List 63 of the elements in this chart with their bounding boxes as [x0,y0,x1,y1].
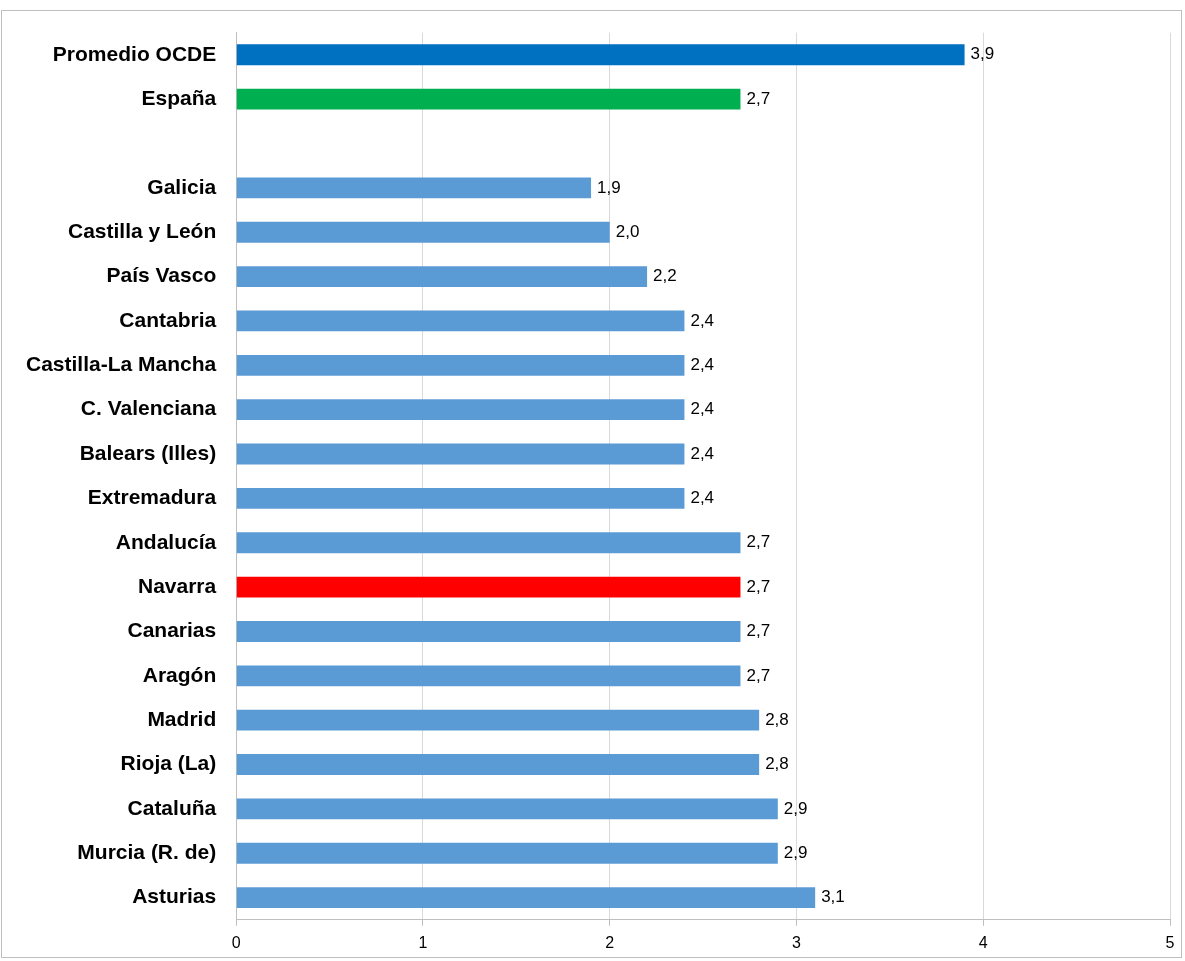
y-tick-label: Extremadura [87,485,217,509]
bar [236,88,741,110]
bar [236,576,741,598]
data-label: 3,9 [970,44,995,64]
data-label: 2,7 [746,532,771,552]
bar [236,887,816,909]
data-label: 2,7 [746,665,771,685]
y-tick-label: Castilla-La Mancha [25,352,217,376]
data-label: 2,0 [615,221,640,241]
y-tick-label: Madrid [147,706,217,730]
data-label: 2,4 [690,399,715,419]
bar [236,44,965,66]
y-tick-label: Cataluña [127,795,217,819]
data-label: 2,8 [765,709,789,729]
bar [236,266,648,288]
bar [236,754,760,775]
bar [236,399,685,421]
bar [236,221,610,243]
bar [236,532,741,554]
y-tick-label: Canarias [127,618,217,642]
x-tick-label: 4 [978,933,988,951]
y-tick-label: Cantabria [119,307,217,331]
y-tick-label: Castilla y León [68,219,217,243]
y-tick-label: Aragón [142,662,217,686]
y-tick-label: Promedio OCDE [52,41,217,65]
data-label: 2,7 [746,88,771,108]
bar [236,842,778,864]
y-tick-label: País Vasco [106,263,217,287]
data-label: 2,9 [783,842,808,862]
data-label: 2,8 [765,754,789,774]
data-label: 2,4 [690,310,715,330]
data-label: 2,4 [690,354,715,374]
x-tick-label: 1 [418,933,428,951]
y-tick-label: Galicia [147,174,217,198]
bar [236,443,685,465]
bar [236,621,741,642]
y-tick-label: C. Valenciana [80,396,217,420]
bar [236,709,760,731]
bar [236,487,685,509]
data-label: 3,1 [821,887,845,907]
data-label: 2,7 [746,576,771,596]
x-tick-label: 3 [792,933,802,951]
data-label: 2,9 [783,798,808,818]
data-label: 2,7 [746,621,771,641]
data-label: 1,9 [597,177,621,197]
x-tick-label: 5 [1165,933,1175,951]
x-tick-label: 2 [605,933,615,951]
y-tick-label: Asturias [132,884,217,908]
bar [236,177,592,199]
y-tick-label: Rioja (La) [120,751,217,775]
y-tick-label: Navarra [137,573,217,597]
bar [236,354,685,376]
y-tick-label: España [141,85,217,109]
bar [236,310,685,332]
bar [236,798,778,820]
data-label: 2,2 [653,266,677,286]
y-tick-label: Balears (Illes) [79,440,217,464]
y-tick-label: Andalucía [115,529,217,553]
x-tick-label: 0 [231,933,241,951]
data-label: 2,4 [690,443,715,463]
data-label: 2,4 [690,488,715,508]
y-tick-label: Murcia (R. de) [77,840,217,864]
bar [236,665,741,687]
